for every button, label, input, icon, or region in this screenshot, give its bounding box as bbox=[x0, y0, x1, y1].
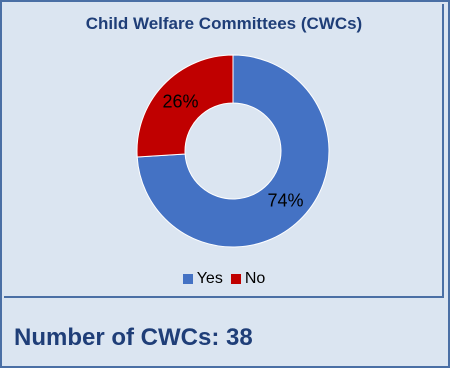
chart-legend: Yes No bbox=[4, 270, 444, 288]
chart-panel: Child Welfare Committees (CWCs) 74% 26% Y… bbox=[4, 4, 444, 298]
legend-item-yes: Yes bbox=[182, 270, 223, 288]
cwc-count: Number of CWCs: 38 bbox=[14, 324, 253, 351]
chart-title: Child Welfare Committees (CWCs) bbox=[85, 14, 363, 33]
data-label-yes: 74% bbox=[267, 190, 303, 210]
legend-swatch-yes bbox=[182, 274, 193, 284]
legend-label-yes: Yes bbox=[196, 270, 223, 287]
legend-swatch-no bbox=[230, 274, 241, 284]
legend-label-no: No bbox=[244, 270, 266, 287]
legend-item-no: No bbox=[230, 270, 266, 288]
donut-chart: 74% 26% bbox=[136, 54, 330, 248]
donut-slice-no bbox=[136, 54, 234, 158]
data-label-no: 26% bbox=[162, 92, 198, 112]
donut-slice-yes bbox=[136, 54, 330, 248]
